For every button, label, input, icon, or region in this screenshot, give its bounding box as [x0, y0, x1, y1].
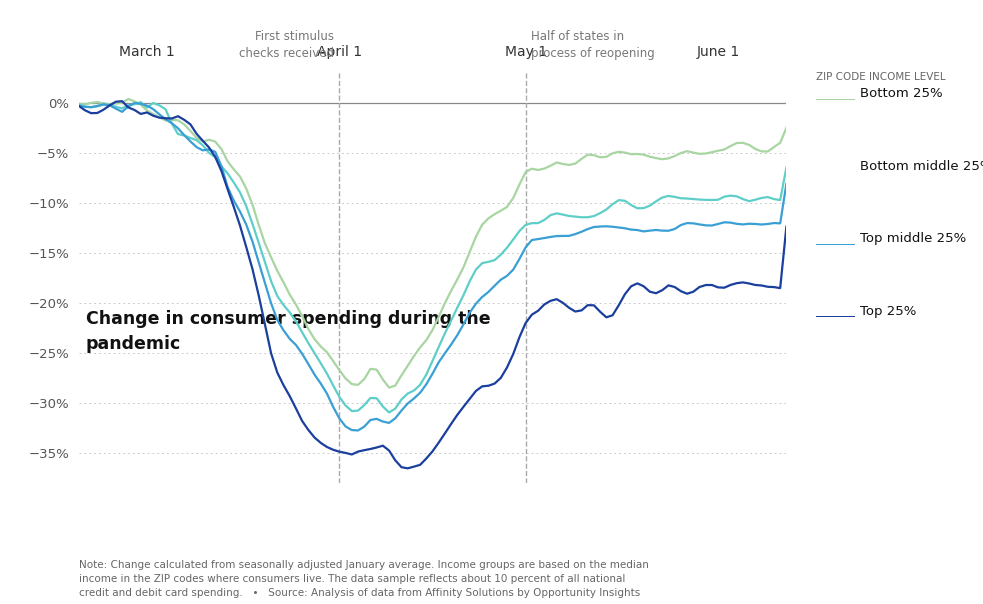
Text: ZIP CODE INCOME LEVEL: ZIP CODE INCOME LEVEL — [816, 72, 946, 83]
Text: First stimulus
checks received: First stimulus checks received — [240, 30, 334, 60]
Text: Bottom 25%: Bottom 25% — [860, 87, 943, 100]
Text: Top middle 25%: Top middle 25% — [860, 232, 966, 245]
Text: Top 25%: Top 25% — [860, 304, 916, 318]
Text: Half of states in
process of reopening: Half of states in process of reopening — [531, 30, 655, 60]
Text: Bottom middle 25%: Bottom middle 25% — [860, 159, 983, 173]
Text: Note: Change calculated from seasonally adjusted January average. Income groups : Note: Change calculated from seasonally … — [79, 560, 649, 598]
Text: Change in consumer spending during the
pandemic: Change in consumer spending during the p… — [86, 310, 491, 353]
